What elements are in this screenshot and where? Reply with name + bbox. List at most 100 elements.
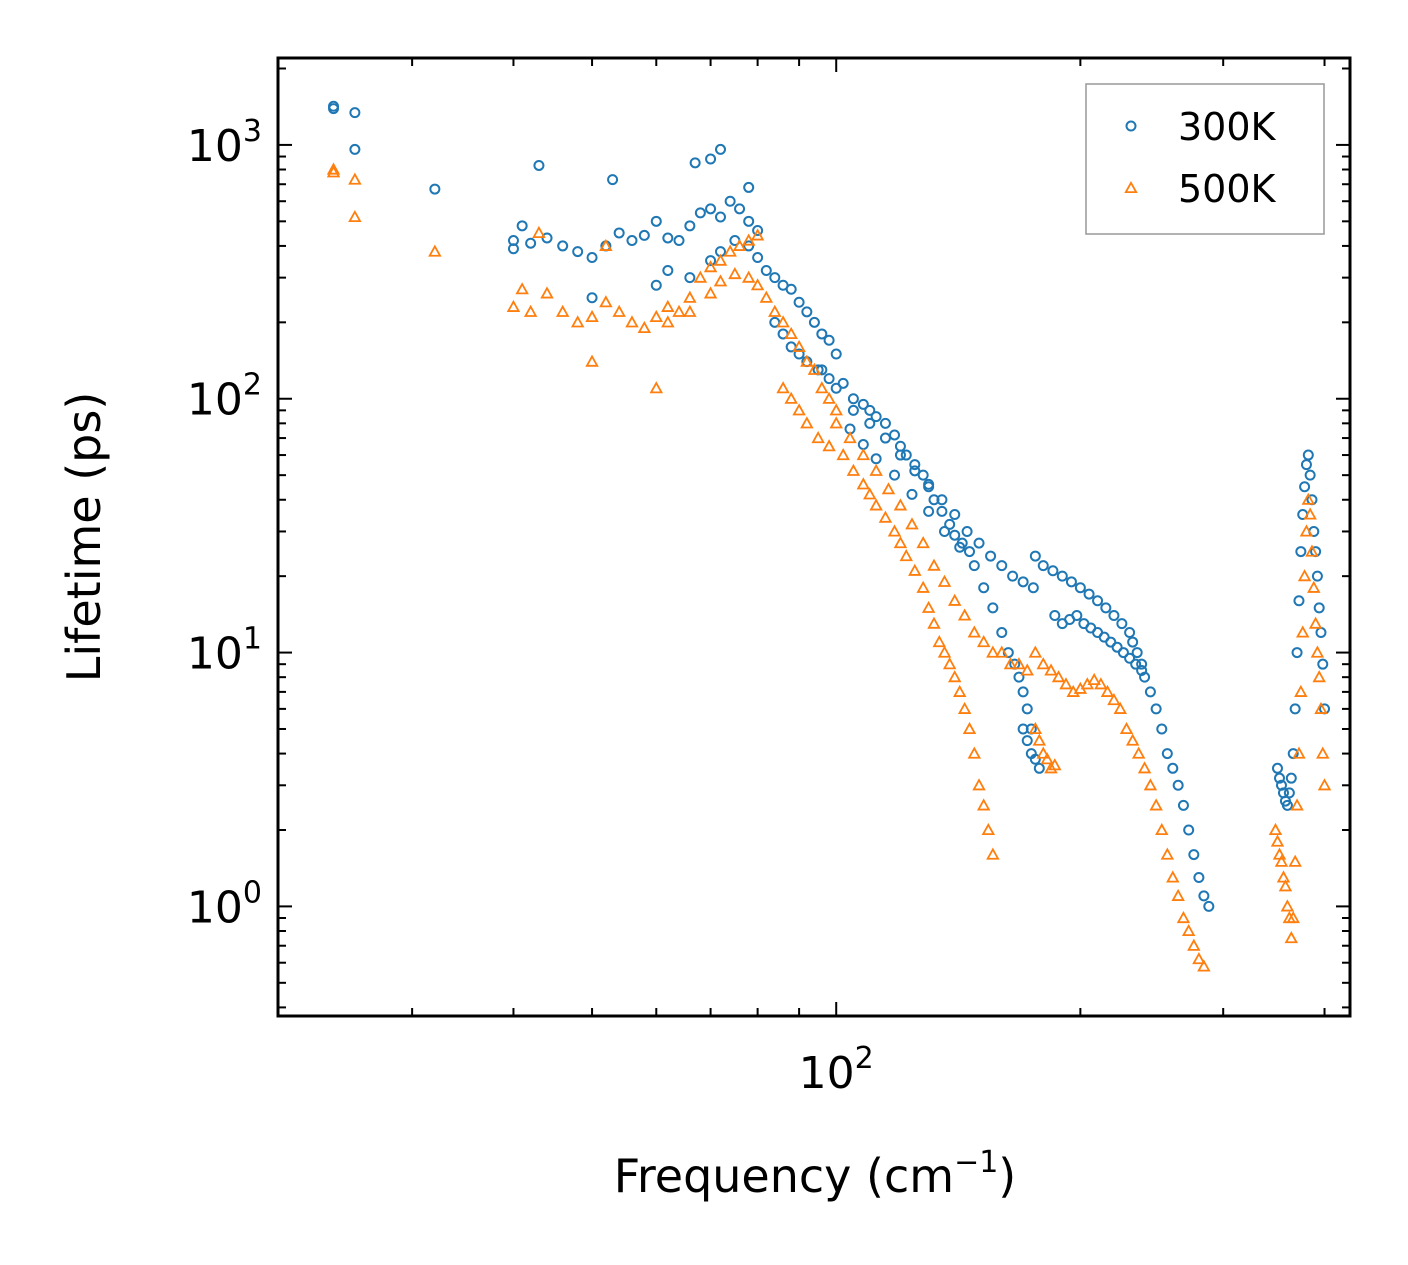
data-point-300K (715, 211, 727, 223)
data-point-300K (1131, 647, 1143, 659)
data-point-500K (957, 608, 972, 621)
data-point-500K (784, 391, 798, 404)
data-point-500K (348, 209, 362, 223)
data-point-500K (942, 657, 957, 670)
data-point-300K (650, 215, 662, 227)
data-point-500K (822, 391, 836, 404)
data-point-300K (801, 306, 813, 318)
data-point-500K (1284, 931, 1299, 944)
data-point-500K (776, 315, 790, 328)
data-point-500K (1181, 923, 1196, 937)
data-point-300K (1285, 772, 1297, 784)
data-point-500K (649, 381, 664, 394)
data-point-500K (1192, 952, 1206, 965)
data-point-300K (1027, 582, 1039, 594)
data-point-500K (800, 416, 814, 429)
data-point-500K (981, 822, 996, 836)
data-point-500K (863, 487, 877, 500)
data-point-300K (1183, 824, 1195, 836)
data-point-500K (599, 238, 613, 251)
data-point-300K (889, 429, 901, 441)
data-point-300K (1074, 582, 1086, 594)
data-point-500K (1028, 721, 1043, 735)
x-axis-label: Frequency (cm−1) (614, 1145, 1017, 1203)
data-point-300K (689, 157, 701, 169)
tick-layer: 102 100 101 102 103 (187, 58, 1350, 1099)
data-point-500K (1308, 616, 1323, 629)
data-point-500K (986, 645, 1000, 658)
data-point-300K (705, 153, 717, 165)
data-point-500K (1290, 798, 1304, 811)
data-point-300K (650, 279, 662, 291)
data-point-500K (428, 244, 442, 257)
data-point-500K (661, 315, 675, 328)
data-point-500K (843, 431, 857, 444)
data-point-500K (976, 798, 991, 811)
data-point-300K (1198, 890, 1210, 902)
data-point-300K (1172, 779, 1184, 791)
data-point-300K (715, 143, 727, 155)
data-point-300K (1047, 565, 1059, 577)
data-point-300K (923, 478, 935, 490)
data-point-500K (1176, 910, 1191, 924)
data-point-500K (585, 354, 599, 367)
data-point-500K (741, 270, 756, 283)
y-tick-label: 102 (187, 368, 262, 426)
data-point-500K (1160, 847, 1175, 860)
data-point-300K (808, 316, 820, 328)
data-point-300K (1193, 871, 1205, 883)
data-point-300K (823, 373, 835, 385)
y-axis-label: Lifetime (ps) (57, 392, 111, 683)
data-point-300K (1302, 449, 1314, 461)
data-point-500K (515, 282, 529, 295)
data-point-300K (996, 626, 1008, 638)
data-point-500K (1171, 888, 1185, 901)
data-point-300K (557, 240, 569, 252)
data-point-300K (894, 449, 906, 461)
data-point-300K (694, 207, 706, 219)
data-point-500K (585, 309, 599, 323)
data-point-300K (954, 541, 966, 553)
data-point-300K (996, 560, 1008, 572)
data-point-300K (349, 143, 361, 155)
y-tick-label: 101 (187, 622, 262, 680)
data-point-500K (768, 304, 782, 317)
data-point-300K (823, 334, 835, 346)
data-point-500K (856, 477, 871, 490)
data-point-300K (769, 272, 781, 284)
data-point-500K (1276, 870, 1291, 883)
data-point-300K (626, 235, 638, 247)
data-point-300K (985, 550, 997, 562)
data-point-500K (1280, 899, 1295, 912)
data-point-500K (1155, 822, 1169, 836)
data-point-300K (1037, 560, 1049, 572)
data-point-300K (684, 272, 696, 284)
data-point-500K (1274, 854, 1289, 867)
data-point-500K (1036, 746, 1050, 759)
data-point-500K (1143, 778, 1158, 791)
data-point-300K (870, 411, 882, 423)
data-point-500K (612, 304, 626, 317)
data-point-500K (869, 463, 883, 476)
data-point-300K (917, 469, 929, 481)
data-point-500K (1286, 910, 1300, 924)
data-point-300K (1033, 762, 1045, 774)
data-point-300K (978, 582, 990, 594)
data-point-300K (638, 229, 650, 241)
data-point-300K (847, 393, 859, 405)
data-point-500K (916, 580, 930, 593)
data-point-500K (916, 536, 930, 549)
data-point-500K (822, 439, 836, 452)
data-point-500K (683, 304, 697, 317)
data-point-300K (662, 265, 674, 277)
data-point-300K (1108, 609, 1120, 621)
data-point-300K (1124, 652, 1136, 664)
data-point-500K (1314, 701, 1328, 714)
data-point-300K (1299, 481, 1311, 493)
data-point-500K (649, 309, 664, 323)
data-point-300K (949, 508, 961, 520)
data-point-500K (326, 165, 341, 178)
data-point-500K (1131, 746, 1146, 759)
data-point-500K (1137, 761, 1152, 774)
data-point-500K (972, 778, 986, 791)
